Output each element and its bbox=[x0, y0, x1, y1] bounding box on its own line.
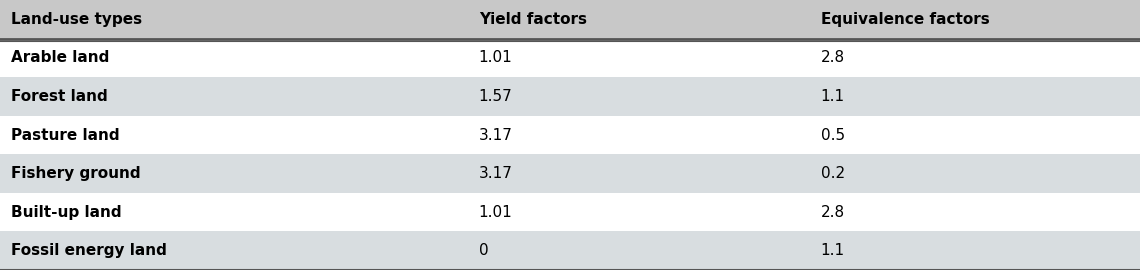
FancyBboxPatch shape bbox=[0, 0, 1140, 39]
Text: 0: 0 bbox=[479, 243, 488, 258]
Text: Arable land: Arable land bbox=[11, 50, 109, 65]
Text: 1.1: 1.1 bbox=[821, 89, 845, 104]
Text: 3.17: 3.17 bbox=[479, 166, 513, 181]
Text: 2.8: 2.8 bbox=[821, 50, 845, 65]
Text: 1.1: 1.1 bbox=[821, 243, 845, 258]
Text: 3.17: 3.17 bbox=[479, 127, 513, 143]
Text: 0.5: 0.5 bbox=[821, 127, 845, 143]
FancyBboxPatch shape bbox=[0, 231, 1140, 270]
FancyBboxPatch shape bbox=[0, 116, 1140, 154]
FancyBboxPatch shape bbox=[0, 154, 1140, 193]
Text: 1.01: 1.01 bbox=[479, 50, 513, 65]
Text: 0.2: 0.2 bbox=[821, 166, 845, 181]
FancyBboxPatch shape bbox=[0, 39, 1140, 77]
FancyBboxPatch shape bbox=[0, 77, 1140, 116]
Text: 1.57: 1.57 bbox=[479, 89, 513, 104]
Text: Fossil energy land: Fossil energy land bbox=[11, 243, 168, 258]
FancyBboxPatch shape bbox=[0, 193, 1140, 231]
Text: Pasture land: Pasture land bbox=[11, 127, 120, 143]
Text: 2.8: 2.8 bbox=[821, 205, 845, 220]
Text: Forest land: Forest land bbox=[11, 89, 108, 104]
Text: Built-up land: Built-up land bbox=[11, 205, 122, 220]
Text: Equivalence factors: Equivalence factors bbox=[821, 12, 990, 27]
Text: Fishery ground: Fishery ground bbox=[11, 166, 141, 181]
Text: 1.01: 1.01 bbox=[479, 205, 513, 220]
Text: Land-use types: Land-use types bbox=[11, 12, 142, 27]
Text: Yield factors: Yield factors bbox=[479, 12, 587, 27]
